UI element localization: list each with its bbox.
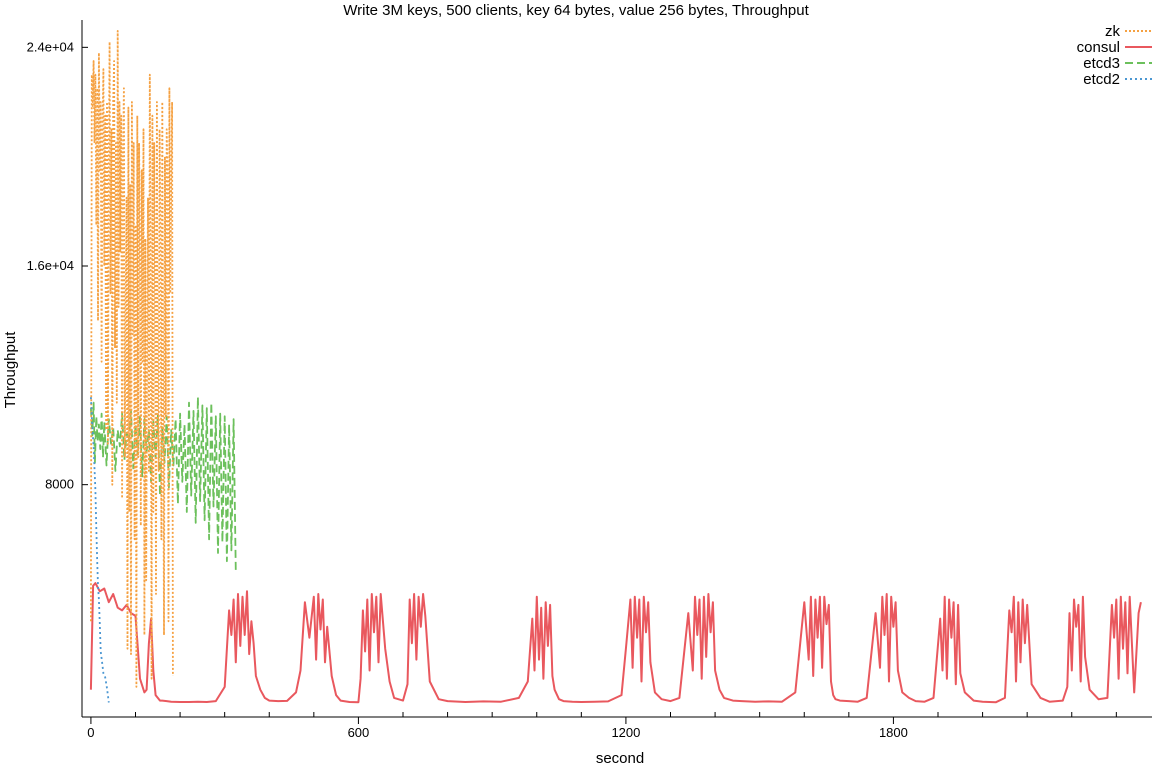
legend-label-etcd3: etcd3	[1083, 55, 1120, 72]
x-tick-label-2: 1200	[611, 725, 640, 740]
series-consul	[89, 582, 1142, 704]
y-axis: 8000 1.6e+04 2.4e+04	[27, 20, 88, 717]
x-tick-label-1: 600	[348, 725, 370, 740]
legend-label-zk: zk	[1105, 23, 1121, 40]
chart-title: Write 3M keys, 500 clients, key 64 bytes…	[343, 2, 809, 19]
x-tick-label-3: 1800	[879, 725, 908, 740]
y-tick-label-2: 2.4e+04	[27, 39, 74, 54]
x-tick-label-0: 0	[87, 725, 94, 740]
series-zk	[90, 29, 174, 688]
y-tick-label-0: 8000	[45, 477, 74, 492]
legend-label-consul: consul	[1077, 39, 1120, 56]
series-line-etcd2	[90, 397, 110, 703]
x-axis: 0 600 1200 1800	[82, 712, 1152, 740]
series-line-consul	[89, 582, 1142, 704]
y-tick-label-1: 1.6e+04	[27, 258, 74, 273]
legend-label-etcd2: etcd2	[1083, 71, 1120, 88]
x-axis-label: second	[596, 750, 644, 767]
plot-area	[89, 29, 1142, 704]
y-axis-label: Throughput	[2, 331, 19, 409]
series-etcd2	[90, 397, 110, 703]
series-line-zk	[90, 29, 174, 688]
